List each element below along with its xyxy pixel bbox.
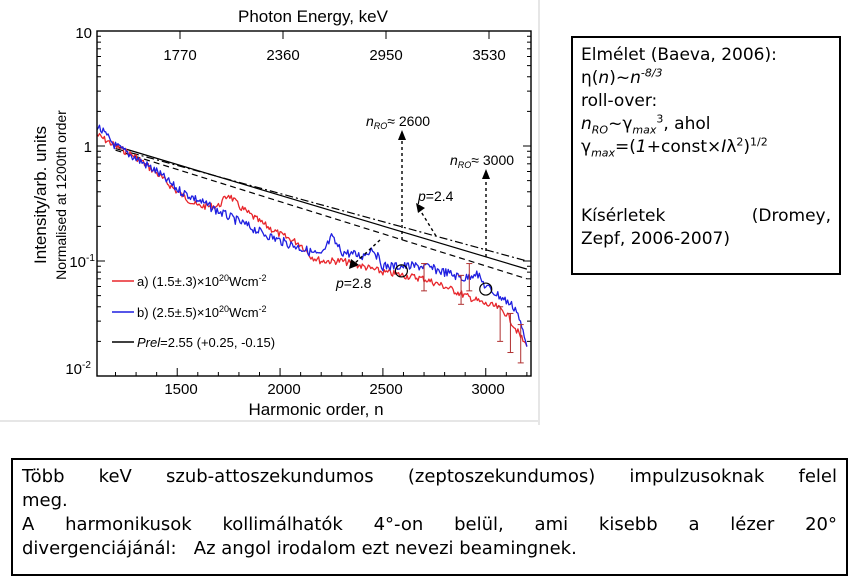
fit-line [115,145,528,270]
legend: a) (1.5±.3)×1020Wcm-2 b) (2.5±.5)×1020Wc… [112,273,275,350]
rollover-formula: nRO~γmax3, ahol [581,112,711,137]
legend-label-a: a) (1.5±.3)×1020Wcm-2 [137,273,267,289]
top-tick-label: 1770 [163,47,196,64]
annotation-nro-2600: nRO≈ 2600 [366,113,430,131]
fit-line [115,147,528,262]
harmonic-spectrum-chart: Photon Energy, keV 1770 2360 2950 3530 1… [0,0,545,425]
theory-box: Elmélet (Baeva, 2006): η(n)~n-8/3 roll-o… [571,36,841,275]
y-tick-label: 10 [65,361,82,378]
y-axis-label-secondary: Normalised at 1200th order [53,110,69,280]
series-line [97,124,528,347]
annotations: nRO≈ 2600 nRO≈ 3000 p=2.4 p=2.8 [335,113,514,291]
y-axis-label: Intensity/arb. units [31,126,50,264]
legend-label-b: b) (2.5±.5)×1020Wcm-2 [137,304,267,320]
annotation-nro-3000: nRO≈ 3000 [450,152,514,170]
y-tick-exponent: -1 [86,253,95,264]
summary-line-4: divergenciájánál: Az angol irodalom ezt … [22,538,577,559]
experiments-line: Kísérletek (Dromey, [581,206,831,226]
summary-line-2: meg. [22,490,68,511]
annotation-p-28: p=2.8 [335,275,372,291]
x-tick-label: 3000 [471,381,504,398]
summary-line-3: A harmonikusok kollimálhatók 4°-on belül… [22,514,837,535]
rollover-marker [394,264,409,278]
legend-label-fit: Prel=2.55 (+0.25, -0.15) [137,335,275,350]
y-tick-label: 10 [69,254,86,271]
top-axis-label: Photon Energy, keV [238,7,389,26]
summary-line-1: Több keV szub-attoszekundumos (zeptoszek… [22,466,837,487]
top-tick-label: 3530 [472,47,505,64]
x-tick-label: 1500 [164,381,197,398]
rollover-label: roll-over: [581,91,658,111]
x-tick-label: 2000 [267,381,300,398]
plot-frame [96,30,532,377]
series-line [97,132,528,347]
fit-line [115,149,528,280]
x-axis-label: Harmonic order, n [248,400,383,419]
theory-title: Elmélet (Baeva, 2006): [581,45,777,65]
top-tick-label: 2360 [266,47,299,64]
summary-box: Több keV szub-attoszekundumos (zeptoszek… [11,458,848,576]
y-tick-label: 10 [75,25,92,42]
y-tick-label: 1 [84,139,92,156]
gamma-formula: γmax=(1+const×Iλ2)1/2 [581,135,768,160]
x-tick-label: 2500 [369,381,402,398]
scaling-law: η(n)~n-8/3 [581,66,663,88]
annotation-p-24: p=2.4 [417,188,454,204]
experiments-authors: Zepf, 2006-2007) [581,229,730,249]
top-tick-label: 2950 [369,47,402,64]
rollover-marker [479,282,493,296]
y-tick-exponent: -2 [82,360,91,371]
